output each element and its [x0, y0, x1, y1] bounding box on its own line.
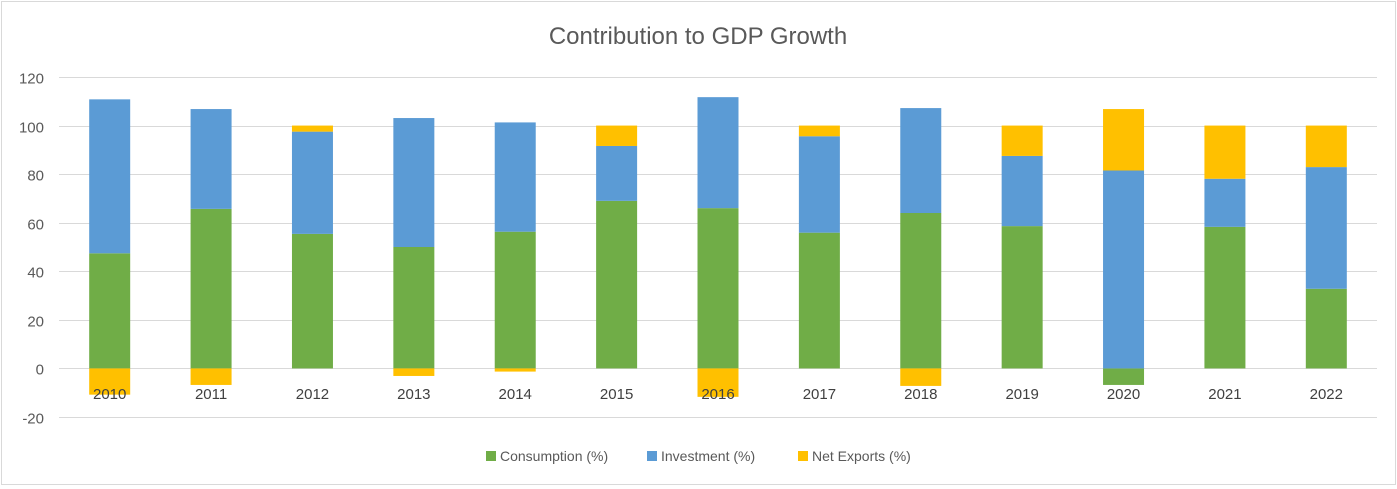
bar-segment	[798, 136, 840, 233]
bar-segment	[900, 108, 942, 213]
chart-title: Contribution to GDP Growth	[549, 23, 847, 50]
x-tick-label: 2020	[1107, 386, 1140, 403]
bar-segment	[697, 368, 739, 397]
legend-item: Consumption (%)	[486, 448, 608, 464]
bar-segment	[1305, 125, 1347, 168]
y-tick-label: 80	[27, 168, 44, 185]
bar-segment	[798, 232, 840, 369]
bar-segment	[1001, 226, 1043, 369]
bar-segment	[89, 99, 131, 254]
y-tick-label: 20	[27, 314, 44, 331]
bar-segment	[494, 368, 536, 372]
y-tick-label: 0	[36, 362, 44, 379]
bar-segment	[190, 368, 232, 385]
x-axis: 2010 2011 2012 2013 2014 2015 2016 2017 2018 2019…	[93, 386, 1343, 403]
bar-segment	[697, 208, 739, 369]
x-tick-label: 2016	[701, 386, 734, 403]
bar-segment	[291, 131, 333, 234]
legend-item: Net Exports (%)	[798, 448, 911, 464]
bar-segment	[1204, 125, 1246, 179]
bar-segment	[393, 368, 435, 376]
legend-label: Net Exports (%)	[812, 448, 911, 464]
legend-swatch	[486, 451, 496, 461]
bar-segment	[1001, 155, 1043, 227]
bar-segment	[1103, 170, 1145, 369]
bar-segment	[798, 125, 840, 137]
bar-segment	[596, 200, 638, 369]
bars	[89, 97, 1347, 397]
y-tick-label: 120	[19, 71, 44, 88]
x-tick-label: 2015	[600, 386, 633, 403]
bar-segment	[1305, 288, 1347, 369]
legend: Consumption (%) Investment (%) Net Exports…	[486, 448, 911, 464]
bar-segment	[1305, 167, 1347, 289]
x-tick-label: 2018	[904, 386, 937, 403]
legend-item: Investment (%)	[647, 448, 755, 464]
bar-segment	[1001, 125, 1043, 156]
bar-segment	[1103, 368, 1145, 385]
x-tick-label: 2012	[296, 386, 329, 403]
bar-segment	[393, 118, 435, 248]
y-tick-label: 100	[19, 120, 44, 137]
x-tick-label: 2022	[1310, 386, 1343, 403]
bar-segment	[190, 208, 232, 369]
legend-label: Consumption (%)	[500, 448, 608, 464]
y-tick-label: -20	[22, 411, 44, 428]
bar-segment	[291, 233, 333, 369]
x-tick-label: 2019	[1005, 386, 1038, 403]
x-tick-label: 2014	[499, 386, 532, 403]
bar-segment	[1204, 178, 1246, 227]
bar-segment	[596, 145, 638, 201]
legend-label: Investment (%)	[661, 448, 755, 464]
bar-segment	[291, 125, 333, 132]
x-tick-label: 2021	[1208, 386, 1241, 403]
y-tick-label: 60	[27, 217, 44, 234]
x-tick-label: 2017	[803, 386, 836, 403]
x-tick-label: 2010	[93, 386, 126, 403]
bar-segment	[1103, 109, 1145, 171]
bar-segment	[89, 368, 131, 395]
y-tick-label: 40	[27, 265, 44, 282]
x-tick-label: 2011	[195, 386, 227, 403]
bar-segment	[494, 122, 536, 232]
bar-segment	[494, 231, 536, 369]
x-tick-label: 2013	[397, 386, 430, 403]
bar-segment	[697, 97, 739, 209]
y-axis: -20 0 20 40 60 80 100 120	[19, 71, 44, 428]
bar-segment	[89, 253, 131, 369]
bar-segment	[900, 213, 942, 369]
legend-swatch	[647, 451, 657, 461]
legend-swatch	[798, 451, 808, 461]
bar-segment	[393, 247, 435, 369]
bar-segment	[900, 368, 942, 386]
bar-segment	[1204, 226, 1246, 369]
bar-segment	[190, 109, 232, 209]
bar-segment	[596, 125, 638, 146]
